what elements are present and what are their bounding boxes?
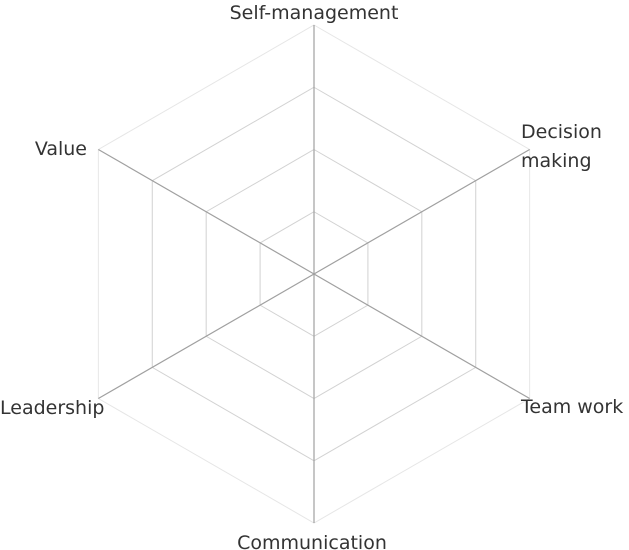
axis-line-team-work — [313, 273, 530, 400]
axis-line-value — [98, 148, 315, 275]
axis-label-team-work: Team work — [520, 396, 623, 418]
axis-label-leadership: Leadership — [0, 397, 104, 419]
axis-line-decision-making — [313, 148, 530, 275]
axis-label-line: Communication — [237, 532, 387, 550]
radar-axes — [98, 25, 530, 523]
axis-label-self-management: Self-management — [230, 2, 399, 24]
axis-label-line: Team work — [520, 396, 623, 418]
axis-line-leadership — [98, 273, 315, 400]
axis-label-communication: Communication — [237, 532, 387, 550]
axis-label-line: Decision — [521, 121, 602, 143]
axis-label-decision-making: Decision making — [521, 121, 602, 172]
axis-label-line: Leadership — [0, 397, 104, 419]
axis-label-line: making — [521, 150, 592, 172]
axis-label-value: Value — [35, 138, 87, 160]
axis-label-line: Self-management — [230, 2, 399, 24]
axis-label-line: Value — [35, 138, 87, 160]
